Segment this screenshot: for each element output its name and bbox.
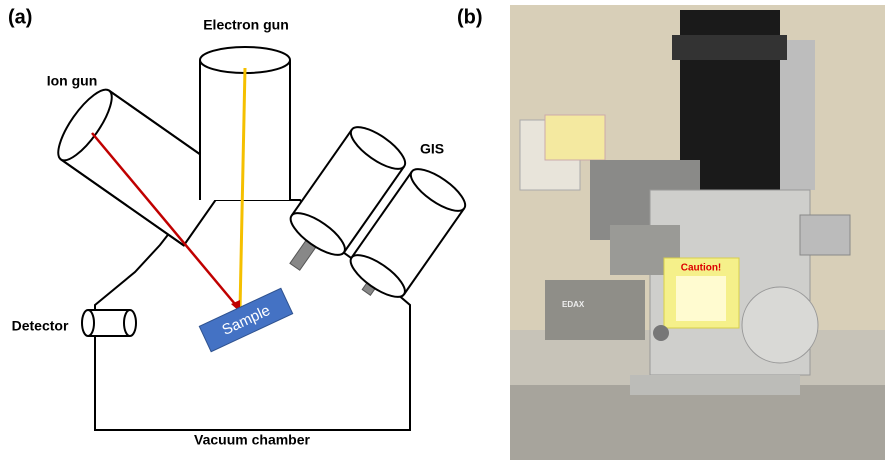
detector — [82, 310, 136, 336]
schematic: Sample (a) Electron gun Ion gun GIS Dete… — [8, 6, 471, 447]
brand-text: EDAX — [562, 300, 585, 309]
label: Ion gun — [47, 73, 98, 89]
panel-label: (b) — [457, 6, 483, 28]
caution-text: Caution! — [681, 263, 722, 274]
photo: Caution! EDAX — [510, 5, 885, 460]
figure: Sample (a) Electron gun Ion gun GIS Dete… — [0, 0, 885, 460]
label: Detector — [12, 318, 69, 334]
label: Electron gun — [203, 17, 289, 33]
panel-label: (a) — [8, 6, 32, 28]
label: GIS — [420, 141, 444, 157]
label: Vacuum chamber — [194, 432, 310, 448]
